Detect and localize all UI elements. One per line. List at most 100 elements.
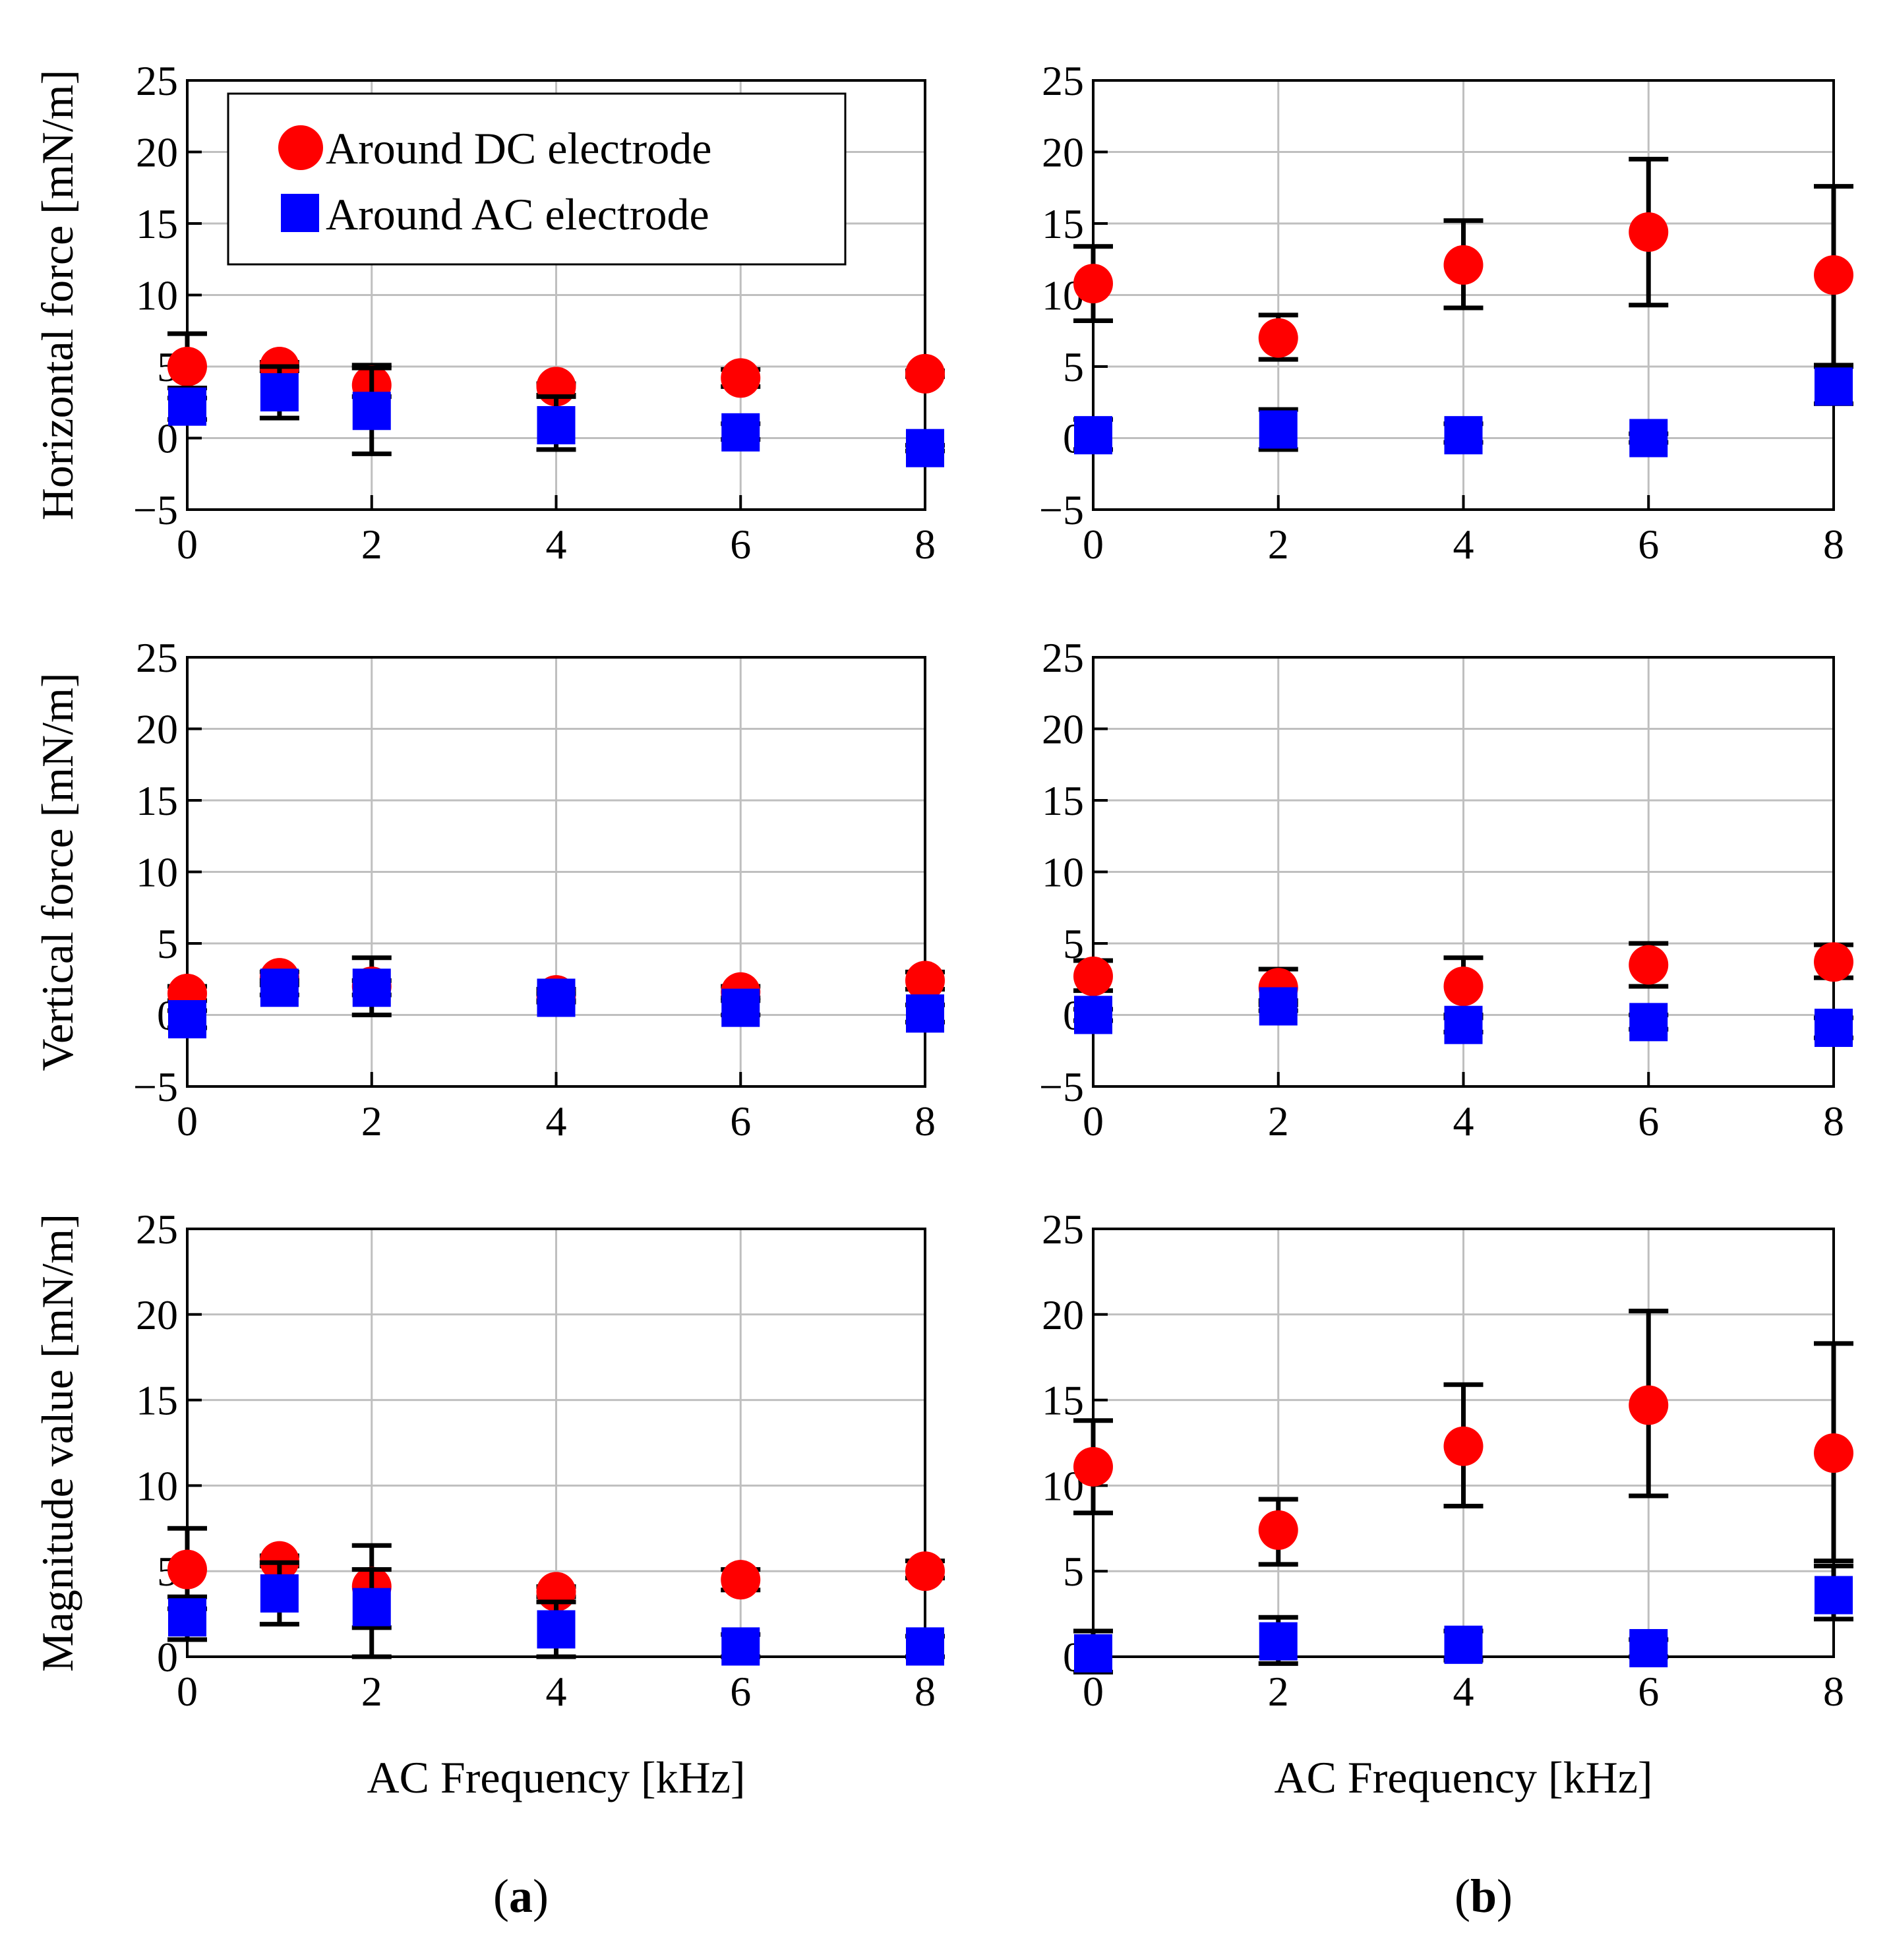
x-tick-label: 8 — [915, 1098, 936, 1144]
data-point-dc — [1629, 1385, 1669, 1425]
y-tick-label: 5 — [157, 920, 178, 967]
x-tick-label: 6 — [1638, 521, 1659, 568]
x-tick-label: 8 — [915, 1668, 936, 1715]
y-tick-label: 10 — [136, 272, 178, 319]
y-tick-label: 10 — [1042, 849, 1084, 896]
data-point-dc — [167, 1549, 207, 1589]
data-point-ac — [1259, 987, 1298, 1026]
data-point-ac — [537, 1610, 576, 1649]
x-tick-label: 4 — [546, 521, 567, 568]
y-tick-label: 15 — [1042, 1377, 1084, 1424]
x-tick-label: 2 — [1268, 1098, 1289, 1144]
data-point-ac — [721, 1627, 760, 1666]
data-point-ac — [168, 387, 206, 426]
data-point-ac — [1074, 1634, 1112, 1673]
y-tick-label: 20 — [136, 129, 178, 176]
data-point-dc — [1814, 1433, 1853, 1473]
x-tick-label: 6 — [730, 1668, 751, 1715]
x-axis-label: AC Frequency [kHz] — [1274, 1752, 1652, 1802]
panel-label-a-text: a — [509, 1870, 533, 1922]
data-point-dc — [1258, 1510, 1298, 1550]
x-tick-label: 8 — [1823, 1668, 1844, 1715]
data-point-dc — [1443, 245, 1484, 285]
y-tick-label: 25 — [136, 1206, 178, 1253]
x-tick-label: 6 — [1638, 1668, 1659, 1715]
x-tick-label: 6 — [1638, 1098, 1659, 1144]
x-tick-label: 0 — [1083, 1098, 1104, 1144]
x-tick-label: 0 — [177, 1098, 198, 1144]
legend: Around DC electrode Around AC electrode — [227, 92, 847, 266]
y-tick-label: 10 — [136, 849, 178, 896]
y-tick-label: 20 — [136, 706, 178, 753]
data-point-dc — [1814, 255, 1853, 295]
data-point-ac — [1074, 995, 1112, 1034]
data-point-dc — [721, 358, 761, 398]
data-point-ac — [1815, 367, 1853, 406]
x-tick-label: 2 — [1268, 521, 1289, 568]
data-point-ac — [721, 413, 760, 452]
y-axis-label: Vertical force [mN/m] — [32, 672, 82, 1071]
panel-label-a: (a) — [493, 1870, 549, 1922]
data-point-ac — [1444, 1005, 1483, 1044]
data-point-ac — [168, 1000, 206, 1039]
data-point-dc — [167, 347, 207, 386]
y-tick-label: 5 — [1063, 343, 1084, 390]
y-tick-label: −5 — [1039, 1063, 1084, 1110]
y-tick-label: 20 — [1042, 1292, 1084, 1338]
data-point-dc — [905, 353, 945, 394]
data-point-dc — [1073, 1446, 1113, 1487]
legend-ac-marker — [281, 194, 319, 232]
data-point-ac — [537, 405, 576, 444]
data-point-ac — [1074, 416, 1112, 455]
x-tick-label: 0 — [1083, 521, 1104, 568]
y-tick-label: 15 — [136, 777, 178, 824]
x-tick-label: 4 — [546, 1098, 567, 1144]
x-tick-label: 6 — [730, 1098, 751, 1144]
y-tick-label: 15 — [1042, 200, 1084, 247]
legend-dc-marker — [278, 125, 323, 170]
x-tick-label: 8 — [1823, 521, 1844, 568]
data-point-ac — [906, 994, 944, 1033]
legend-box — [227, 92, 847, 266]
data-point-dc — [1258, 318, 1298, 358]
data-point-ac — [721, 988, 760, 1027]
data-point-dc — [721, 1560, 761, 1600]
panel-label-b-text: b — [1470, 1870, 1497, 1922]
data-point-ac — [1444, 1625, 1483, 1664]
data-point-ac — [1629, 1629, 1668, 1668]
y-tick-label: 20 — [1042, 706, 1084, 753]
y-tick-label: 15 — [136, 1377, 178, 1424]
data-point-ac — [352, 968, 391, 1007]
x-tick-label: 6 — [730, 521, 751, 568]
panel-label-b: (b) — [1455, 1870, 1513, 1922]
x-tick-label: 0 — [177, 1668, 198, 1715]
x-tick-label: 4 — [1453, 521, 1474, 568]
data-point-dc — [905, 961, 945, 1001]
y-tick-label: 25 — [1042, 634, 1084, 681]
x-tick-label: 8 — [1823, 1098, 1844, 1144]
y-tick-label: 15 — [1042, 777, 1084, 824]
legend-ac-label: Around AC electrode — [326, 189, 709, 239]
data-point-ac — [1444, 416, 1483, 455]
data-point-dc — [1443, 966, 1484, 1007]
data-point-ac — [1815, 1009, 1853, 1048]
x-tick-label: 2 — [361, 1098, 382, 1144]
data-point-dc — [1073, 956, 1113, 996]
data-point-dc — [1443, 1426, 1484, 1466]
y-tick-label: 5 — [1063, 1548, 1084, 1595]
data-point-dc — [1814, 942, 1853, 982]
y-tick-label: 25 — [136, 634, 178, 681]
data-point-dc — [905, 1551, 945, 1591]
data-point-ac — [1629, 1003, 1668, 1042]
y-tick-label: −5 — [133, 1063, 178, 1110]
data-point-ac — [537, 978, 576, 1017]
data-point-dc — [1629, 945, 1669, 985]
x-tick-label: 2 — [361, 1668, 382, 1715]
y-tick-label: −5 — [133, 487, 178, 533]
y-tick-label: 25 — [1042, 1206, 1084, 1253]
y-tick-label: 15 — [136, 200, 178, 247]
